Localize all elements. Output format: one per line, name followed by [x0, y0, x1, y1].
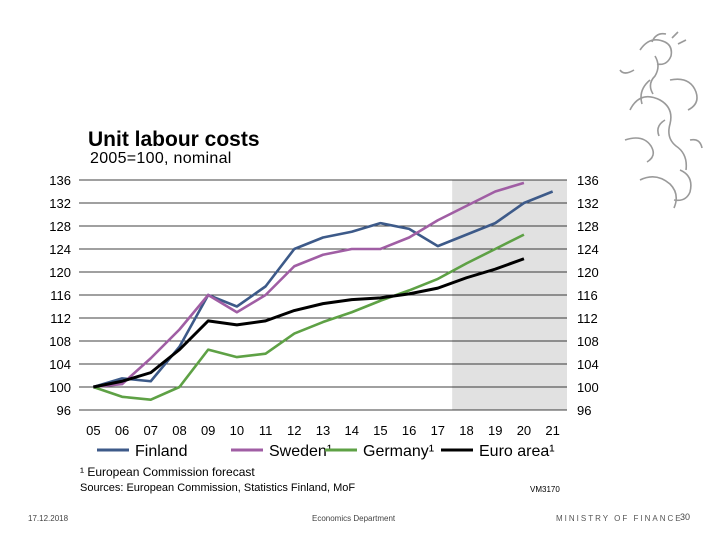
x-tick-label: 13 [316, 423, 330, 438]
x-tick-label: 06 [115, 423, 129, 438]
y-tick-left: 116 [50, 288, 71, 303]
page-number: 30 [680, 512, 691, 522]
legend-label: Germany¹ [363, 443, 434, 460]
x-tick-label: 15 [373, 423, 387, 438]
lion-crest-icon [619, 31, 703, 209]
y-tick-left: 104 [49, 357, 71, 372]
series-line-sweden [93, 181, 525, 389]
x-tick-label: 14 [344, 423, 358, 438]
y-tick-left: 132 [49, 196, 71, 211]
x-tick-label: 11 [259, 423, 273, 438]
y-tick-right: 104 [577, 357, 599, 372]
y-tick-left: 112 [50, 311, 71, 326]
legend-label: Sweden¹ [269, 443, 332, 460]
y-tick-right: 112 [577, 311, 598, 326]
x-tick-label: 12 [287, 423, 301, 438]
y-tick-right: 96 [577, 403, 591, 418]
x-tick-label: 21 [545, 423, 559, 438]
sources-note: Sources: European Commission, Statistics… [80, 482, 356, 494]
series-line-euroarea [93, 257, 525, 389]
series-line-germany [92, 233, 525, 401]
x-tick-label: 18 [459, 423, 473, 438]
y-tick-left: 128 [49, 219, 71, 234]
x-tick-label: 16 [402, 423, 416, 438]
y-tick-left: 108 [49, 334, 71, 349]
y-tick-left: 100 [49, 380, 71, 395]
footer-ministry: MINISTRY OF FINANCE [556, 514, 683, 523]
y-tick-left: 96 [57, 403, 71, 418]
x-tick-label: 07 [144, 423, 158, 438]
y-tick-right: 124 [577, 242, 599, 257]
footer-date: 17.12.2018 [28, 514, 69, 523]
y-tick-right: 116 [577, 288, 598, 303]
x-tick-label: 08 [172, 423, 186, 438]
y-tick-right: 120 [577, 265, 599, 280]
y-tick-left: 124 [49, 242, 71, 257]
x-tick-label: 05 [86, 423, 100, 438]
x-tick-label: 10 [230, 423, 244, 438]
chart-subtitle: 2005=100, nominal [90, 150, 232, 167]
legend-label: Finland [135, 443, 187, 460]
y-tick-right: 132 [577, 196, 599, 211]
y-tick-right: 100 [577, 380, 599, 395]
x-tick-label: 17 [431, 423, 445, 438]
y-tick-right: 108 [577, 334, 599, 349]
x-tick-label: 20 [517, 423, 531, 438]
footnote: ¹ European Commission forecast [80, 465, 255, 479]
legend-label: Euro area¹ [479, 443, 555, 460]
x-tick-label: 09 [201, 423, 215, 438]
y-tick-left: 120 [49, 265, 71, 280]
chart-title: Unit labour costs [88, 128, 260, 151]
y-tick-right: 128 [577, 219, 599, 234]
x-tick-label: 19 [488, 423, 502, 438]
y-tick-right: 136 [577, 173, 599, 188]
chart-code: VM3170 [530, 485, 560, 494]
footer-department: Economics Department [312, 514, 396, 523]
y-tick-left: 136 [49, 173, 71, 188]
